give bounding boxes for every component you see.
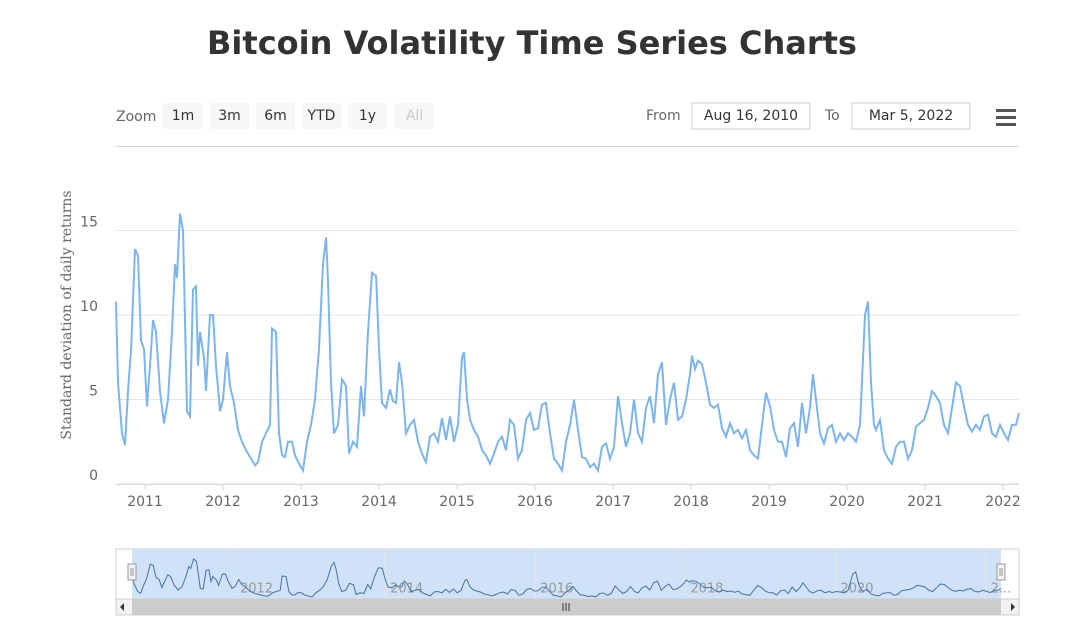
x-tick-label: 2022 xyxy=(985,494,1021,510)
zoom-button xyxy=(395,103,434,129)
x-tick-label: 2018 xyxy=(673,494,709,510)
x-tick-label: 2020 xyxy=(829,494,865,510)
navigator-tick-label: 2014 xyxy=(390,582,423,597)
navigator-handle[interactable] xyxy=(996,563,1006,581)
navigator-handle-grip xyxy=(130,568,134,576)
zoom-button-label[interactable]: 1m xyxy=(172,108,195,124)
navigator-tick-label: 2018 xyxy=(690,582,723,597)
navigator-tick-label: 2012 xyxy=(240,582,273,597)
zoom-button-label[interactable]: YTD xyxy=(307,108,336,124)
zoom-button[interactable] xyxy=(348,103,387,129)
y-tick-label: 0 xyxy=(89,468,98,484)
x-tick-label: 2011 xyxy=(127,494,163,510)
x-tick-label: 2012 xyxy=(205,494,241,510)
to-input[interactable] xyxy=(851,102,971,130)
chart-title: Bitcoin Volatility Time Series Charts xyxy=(207,24,857,62)
to-value[interactable]: Mar 5, 2022 xyxy=(869,108,953,124)
zoom-button-label[interactable]: 6m xyxy=(264,108,287,124)
scrollbar-grip xyxy=(562,603,570,611)
from-value[interactable]: Aug 16, 2010 xyxy=(704,108,798,124)
zoom-button-label: All xyxy=(406,108,423,124)
y-tick-label: 15 xyxy=(80,215,98,231)
x-tick-label: 2017 xyxy=(595,494,631,510)
x-tick-label: 2014 xyxy=(361,494,397,510)
y-axis-title: Standard deviation of daily returns xyxy=(59,190,75,439)
navigator-handle[interactable] xyxy=(127,563,137,581)
y-tick-label: 5 xyxy=(89,384,98,400)
zoom-button[interactable] xyxy=(210,103,249,129)
zoom-button[interactable] xyxy=(302,103,341,129)
zoom-label: Zoom xyxy=(116,109,156,125)
x-tick-label: 2013 xyxy=(283,494,319,510)
x-tick-label: 2021 xyxy=(907,494,943,510)
from-label: From xyxy=(646,108,681,124)
data-line xyxy=(115,213,1020,474)
navigator-handle-grip xyxy=(999,568,1003,576)
zoom-button[interactable] xyxy=(163,103,203,129)
menu-bar xyxy=(996,109,1016,112)
y-tick-label: 10 xyxy=(80,299,98,315)
from-input[interactable] xyxy=(691,102,811,130)
zoom-button-label[interactable]: 3m xyxy=(218,108,241,124)
x-tick-label: 2016 xyxy=(517,494,553,510)
zoom-button-label[interactable]: 1y xyxy=(359,108,376,124)
menu-bar xyxy=(996,116,1016,119)
x-tick-label: 2019 xyxy=(751,494,787,510)
x-tick-label: 2015 xyxy=(439,494,475,510)
navigator-line xyxy=(131,558,1002,598)
to-label: To xyxy=(824,108,840,124)
zoom-button[interactable] xyxy=(256,103,295,129)
menu-bar xyxy=(996,123,1016,126)
navigator-tick-label: 2016 xyxy=(540,582,573,597)
navigator-tick-label: 2020 xyxy=(840,582,873,597)
menu-button[interactable] xyxy=(996,109,1016,126)
